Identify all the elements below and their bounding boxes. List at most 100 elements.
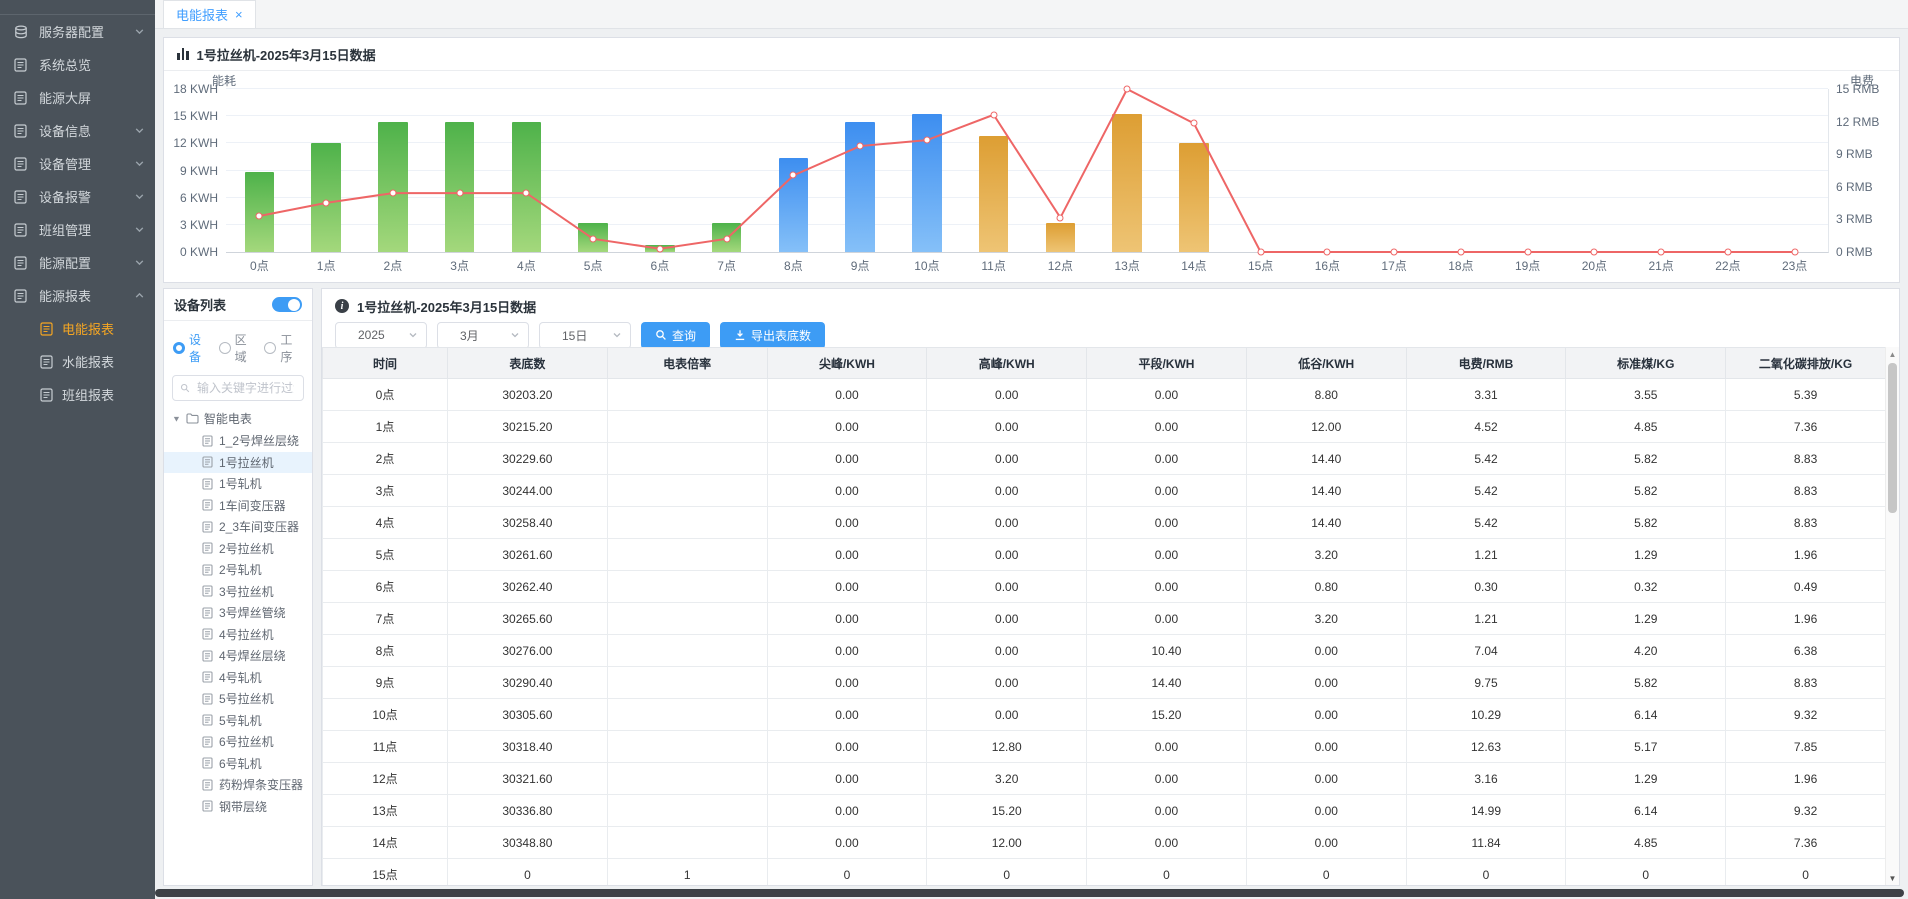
line-point-20点[interactable] (1590, 248, 1598, 256)
tree-item[interactable]: 药粉焊条变压器 (164, 774, 312, 796)
table-row: 2点 30229.60 0.00 0.00 0.00 14.40 5.42 5.82 8.83 (322, 442, 1886, 475)
sidebar-item-energy-bigscreen[interactable]: 能源大屏 (0, 81, 155, 114)
tree-item-label: 2号拉丝机 (219, 541, 274, 556)
tree-item[interactable]: 5号轧机 (164, 710, 312, 732)
table-cell: 0.00 (1086, 826, 1247, 859)
tree-item[interactable]: 4号拉丝机 (164, 624, 312, 646)
bar-14点[interactable] (1179, 143, 1209, 252)
line-point-6点[interactable] (656, 245, 664, 253)
table-cell: 0.00 (766, 634, 928, 667)
tree-item[interactable]: 2号轧机 (164, 559, 312, 581)
bar-0点[interactable] (244, 172, 275, 252)
tree-item[interactable]: 4号焊丝层绕 (164, 645, 312, 667)
tree-item[interactable]: 5号拉丝机 (164, 688, 312, 710)
device-list-toggle[interactable] (272, 297, 302, 312)
radio-区域[interactable]: 区域 (218, 331, 258, 365)
bar-4点[interactable] (511, 121, 542, 252)
line-point-13点[interactable] (1123, 85, 1131, 93)
radio-icon[interactable] (264, 342, 277, 354)
doc-icon (14, 189, 27, 204)
day-select[interactable]: 15日 (539, 321, 631, 349)
sidebar-item-energy-config[interactable]: 能源配置 (0, 246, 155, 279)
sidebar-item-device-alarm[interactable]: 设备报警 (0, 180, 155, 213)
tree-item[interactable]: 4号轧机 (164, 667, 312, 689)
line-point-22点[interactable] (1724, 248, 1732, 256)
table-cell: 30258.40 (447, 506, 608, 539)
export-button[interactable]: 导出表底数 (720, 321, 826, 349)
bar-3点[interactable] (444, 121, 475, 252)
bar-12点[interactable] (1045, 223, 1076, 252)
tree-search-input[interactable] (195, 380, 296, 396)
line-point-11点[interactable] (990, 111, 998, 119)
gridline (226, 223, 1828, 225)
table-row: 6点 30262.40 0.00 0.00 0.00 0.80 0.30 0.32 0.49 (322, 570, 1886, 603)
bar-11点[interactable] (978, 136, 1009, 252)
year-select[interactable]: 2025 (335, 321, 427, 349)
sidebar-item-team-manage[interactable]: 班组管理 (0, 213, 155, 246)
horizontal-scrollbar-thumb[interactable] (155, 889, 1904, 897)
doc-icon (14, 90, 27, 105)
tab-electric-report[interactable]: 电能报表 × (163, 0, 256, 28)
radio-工序[interactable]: 工序 (264, 331, 303, 365)
sidebar-item-device-info[interactable]: 设备信息 (0, 114, 155, 147)
sidebar-subitem-water-report[interactable]: 水能报表 (0, 345, 155, 378)
sidebar-subitem-team-report[interactable]: 班组报表 (0, 378, 155, 411)
line-point-14点[interactable] (1190, 119, 1198, 127)
table-row: 3点 30244.00 0.00 0.00 0.00 14.40 5.42 5.82 8.83 (322, 474, 1886, 507)
report-filters: 2025 3月 15日 查询 导出表底数 (322, 319, 1899, 351)
tree-root-smart-meter[interactable]: ▼ 智能电表 (164, 407, 312, 430)
line-point-12点[interactable] (1056, 214, 1064, 222)
tree-item[interactable]: 3号焊丝管绕 (164, 602, 312, 624)
tree-item[interactable]: 钢带层绕 (164, 796, 312, 818)
tree-item[interactable]: 6号轧机 (164, 753, 312, 775)
line-point-0点[interactable] (255, 212, 263, 220)
line-point-7点[interactable] (723, 235, 731, 243)
bar-2点[interactable] (378, 121, 408, 252)
line-point-19点[interactable] (1524, 248, 1532, 256)
sidebar-item-energy-report[interactable]: 能源报表 (0, 279, 155, 312)
tree-item[interactable]: 1车间变压器 (164, 495, 312, 517)
bar-13点[interactable] (1112, 114, 1142, 252)
column-header: 高峰/KWH (926, 347, 1088, 379)
query-button[interactable]: 查询 (641, 321, 711, 349)
line-point-10点[interactable] (923, 136, 931, 144)
line-point-1点[interactable] (322, 199, 330, 207)
line-point-15点[interactable] (1257, 248, 1265, 256)
tree-item[interactable]: 2号拉丝机 (164, 538, 312, 560)
line-point-2点[interactable] (389, 189, 397, 197)
line-point-21点[interactable] (1657, 248, 1665, 256)
tree-item[interactable]: 1号拉丝机 (164, 451, 312, 473)
tree-item[interactable]: 3号拉丝机 (164, 581, 312, 603)
vertical-scrollbar[interactable]: ▲ ▼ (1885, 347, 1899, 885)
caret-down-icon[interactable]: ▼ (172, 414, 181, 423)
line-point-8点[interactable] (789, 171, 797, 179)
line-point-17点[interactable] (1390, 248, 1398, 256)
sidebar-item-system-overview[interactable]: 系统总览 (0, 48, 155, 81)
radio-设备[interactable]: 设备 (173, 331, 212, 365)
tree-item[interactable]: 1号轧机 (164, 473, 312, 495)
bar-1点[interactable] (311, 143, 341, 252)
tree-item[interactable]: 6号拉丝机 (164, 731, 312, 753)
radio-icon[interactable] (218, 342, 231, 354)
line-point-16点[interactable] (1323, 248, 1331, 256)
line-point-9点[interactable] (856, 142, 864, 150)
line-point-4点[interactable] (522, 189, 530, 197)
close-icon[interactable]: × (235, 7, 243, 22)
scroll-down-icon[interactable]: ▼ (1888, 873, 1897, 883)
sidebar-subitem-electric-report[interactable]: 电能报表 (0, 312, 155, 345)
line-point-5点[interactable] (589, 235, 597, 243)
tree-item[interactable]: 2_3车间变压器 (164, 516, 312, 538)
radio-icon[interactable] (173, 342, 185, 354)
tree-item[interactable]: 1_2号焊丝层绕 (164, 430, 312, 452)
sidebar-item-server-config[interactable]: 服务器配置 (0, 15, 155, 48)
table-cell: 10.40 (1086, 634, 1247, 667)
sidebar-item-device-manage[interactable]: 设备管理 (0, 147, 155, 180)
table-cell: 0.00 (766, 410, 928, 443)
table-cell: 0.00 (926, 378, 1088, 411)
line-point-3点[interactable] (456, 189, 464, 197)
line-point-18点[interactable] (1457, 248, 1465, 256)
scrollbar-thumb[interactable] (1888, 363, 1897, 513)
scroll-up-icon[interactable]: ▲ (1888, 349, 1897, 359)
month-select[interactable]: 3月 (437, 321, 529, 349)
line-point-23点[interactable] (1791, 248, 1799, 256)
